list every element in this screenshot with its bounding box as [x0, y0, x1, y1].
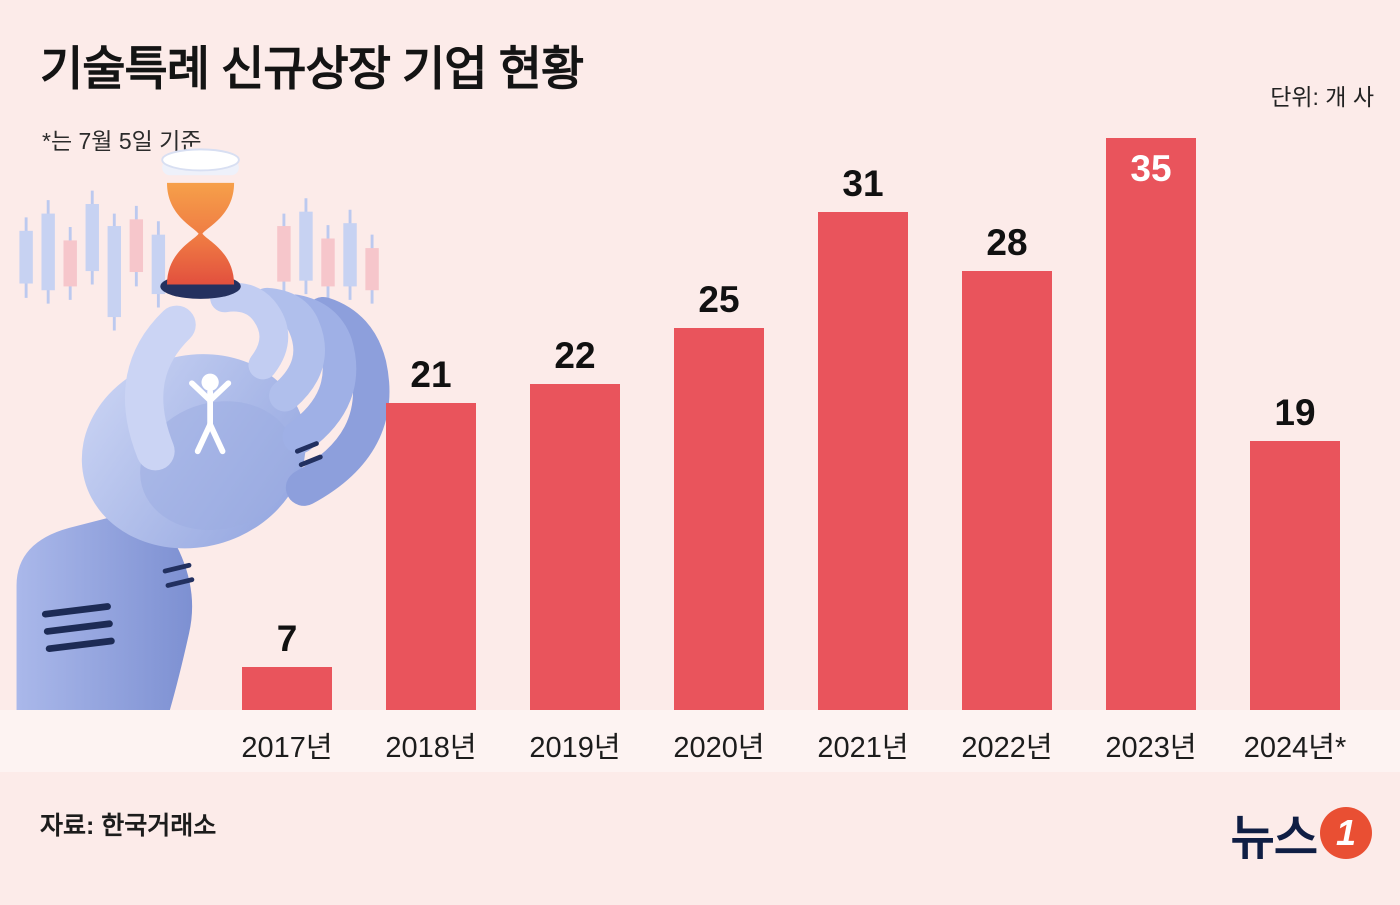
bar-value-label: 28 — [986, 222, 1028, 263]
page-note: *는 7월 5일 기준 — [42, 128, 202, 154]
x-axis-label: 2021년 — [817, 732, 909, 764]
bar-group: 22 2019년 — [529, 335, 620, 764]
bar-value-label: 31 — [842, 163, 884, 204]
bar-value-label: 25 — [698, 279, 740, 320]
x-axis-label: 2020년 — [673, 732, 765, 764]
news1-logo-text: 뉴스 — [1230, 812, 1318, 865]
bar-chart: 7 2017년 21 2018년 22 2019년 25 2020년 31 2021년 28 2022… — [241, 138, 1346, 764]
robot-arm — [16, 506, 193, 710]
bar — [386, 403, 476, 710]
robot-hand-hourglass-icon — [16, 148, 390, 710]
bar-value-label: 22 — [554, 335, 596, 376]
bar-group: 7 2017년 — [241, 618, 332, 764]
bar — [674, 328, 764, 710]
bar-group: 21 2018년 — [385, 354, 476, 764]
robot-fingers — [210, 282, 390, 506]
bar — [1250, 441, 1340, 710]
bar — [242, 667, 332, 710]
bar — [962, 271, 1052, 710]
x-axis-label: 2022년 — [961, 732, 1053, 764]
bar-group: 19 2024년* — [1244, 392, 1346, 764]
news1-logo: 뉴스 1 — [1231, 798, 1372, 868]
hourglass-icon — [160, 148, 241, 299]
bar-group: 31 2021년 — [817, 163, 908, 764]
bar-group: 28 2022년 — [961, 222, 1052, 764]
source-label: 자료: 한국거래소 — [40, 812, 217, 840]
human-figure — [189, 373, 232, 455]
robot-thumb — [124, 305, 196, 471]
joint-details — [162, 441, 323, 588]
x-axis-label: 2018년 — [385, 732, 477, 764]
bar-group: 25 2020년 — [673, 279, 764, 764]
news1-badge-icon: 1 — [1320, 807, 1372, 859]
bar: 35 — [1106, 138, 1196, 710]
unit-label: 단위: 개 사 — [1270, 84, 1374, 110]
bar-group: 35 2023년 — [1105, 138, 1197, 764]
page-title: 기술특례 신규상장 기업 현황 — [40, 42, 584, 95]
candlestick-background — [19, 190, 379, 331]
bar-value-label: 19 — [1274, 392, 1316, 433]
bar-value-label: 7 — [276, 618, 298, 659]
x-axis-label: 2024년* — [1243, 732, 1347, 764]
bar — [530, 384, 620, 710]
bar-value-label: 21 — [410, 354, 452, 395]
x-axis-label: 2019년 — [529, 732, 621, 764]
bar-value-label: 35 — [1130, 148, 1172, 189]
robot-hand-illustration — [8, 135, 418, 710]
x-axis-label: 2017년 — [241, 732, 333, 764]
axis-band — [0, 710, 1400, 772]
bar — [818, 212, 908, 710]
x-axis-label: 2023년 — [1105, 732, 1197, 764]
